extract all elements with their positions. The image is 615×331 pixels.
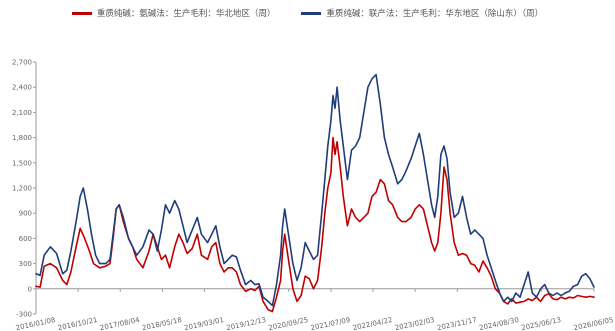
x-tick-label: 2017/08/04 [99,316,141,331]
x-tick-label: 2019/03/01 [184,316,225,331]
y-tick-label: 0 [28,285,32,293]
y-tick-label: 2,100 [12,109,32,117]
legend-label-series-2: 重质纯碱：联产法：生产毛利：华东地区（除山东）（周） [326,9,544,19]
x-tick-label: 2020/09/25 [268,316,309,331]
y-tick-label: 900 [19,210,32,218]
legend-swatch-series-1 [71,11,92,15]
legend-swatch-series-2 [301,11,322,15]
y-tick-label: -300 [16,311,32,319]
x-tick-label: 2023/02/03 [394,316,435,331]
y-tick-label: 1,800 [12,134,32,142]
x-tick-label: 2018/05/18 [141,316,182,331]
series-line-2 [35,73,595,307]
y-tick-label: 1,200 [12,185,32,193]
x-tick-label: 2024/08/30 [478,316,519,331]
y-tick-label: 300 [19,260,32,268]
chart-legend: 重质纯碱：氨碱法：生产毛利：华北地区（周） 重质纯碱：联产法：生产毛利：华东地区… [0,6,615,20]
legend-item-series-1: 重质纯碱：氨碱法：生产毛利：华北地区（周） [71,6,276,20]
legend-label-series-1: 重质纯碱：氨碱法：生产毛利：华北地区（周） [96,9,276,19]
x-tick-label: 2021/07/09 [310,316,351,331]
x-tick-label: 2019/12/13 [226,316,267,331]
y-tick-label: 2,700 [12,59,32,67]
x-tick-label: 2025/06/13 [521,316,562,331]
series-line-1 [35,136,595,313]
x-tick-label: 2026/06/05 [573,316,614,331]
x-tick-label: 2023/11/17 [436,316,477,331]
y-tick-label: 600 [19,235,32,243]
x-tick-label: 2022/04/22 [352,316,393,331]
x-tick-label: 2016/10/21 [57,316,98,331]
legend-item-series-2: 重质纯碱：联产法：生产毛利：华东地区（除山东）（周） [301,6,543,20]
y-tick-label: 1,500 [12,159,32,167]
y-tick-label: 2,400 [12,84,32,92]
